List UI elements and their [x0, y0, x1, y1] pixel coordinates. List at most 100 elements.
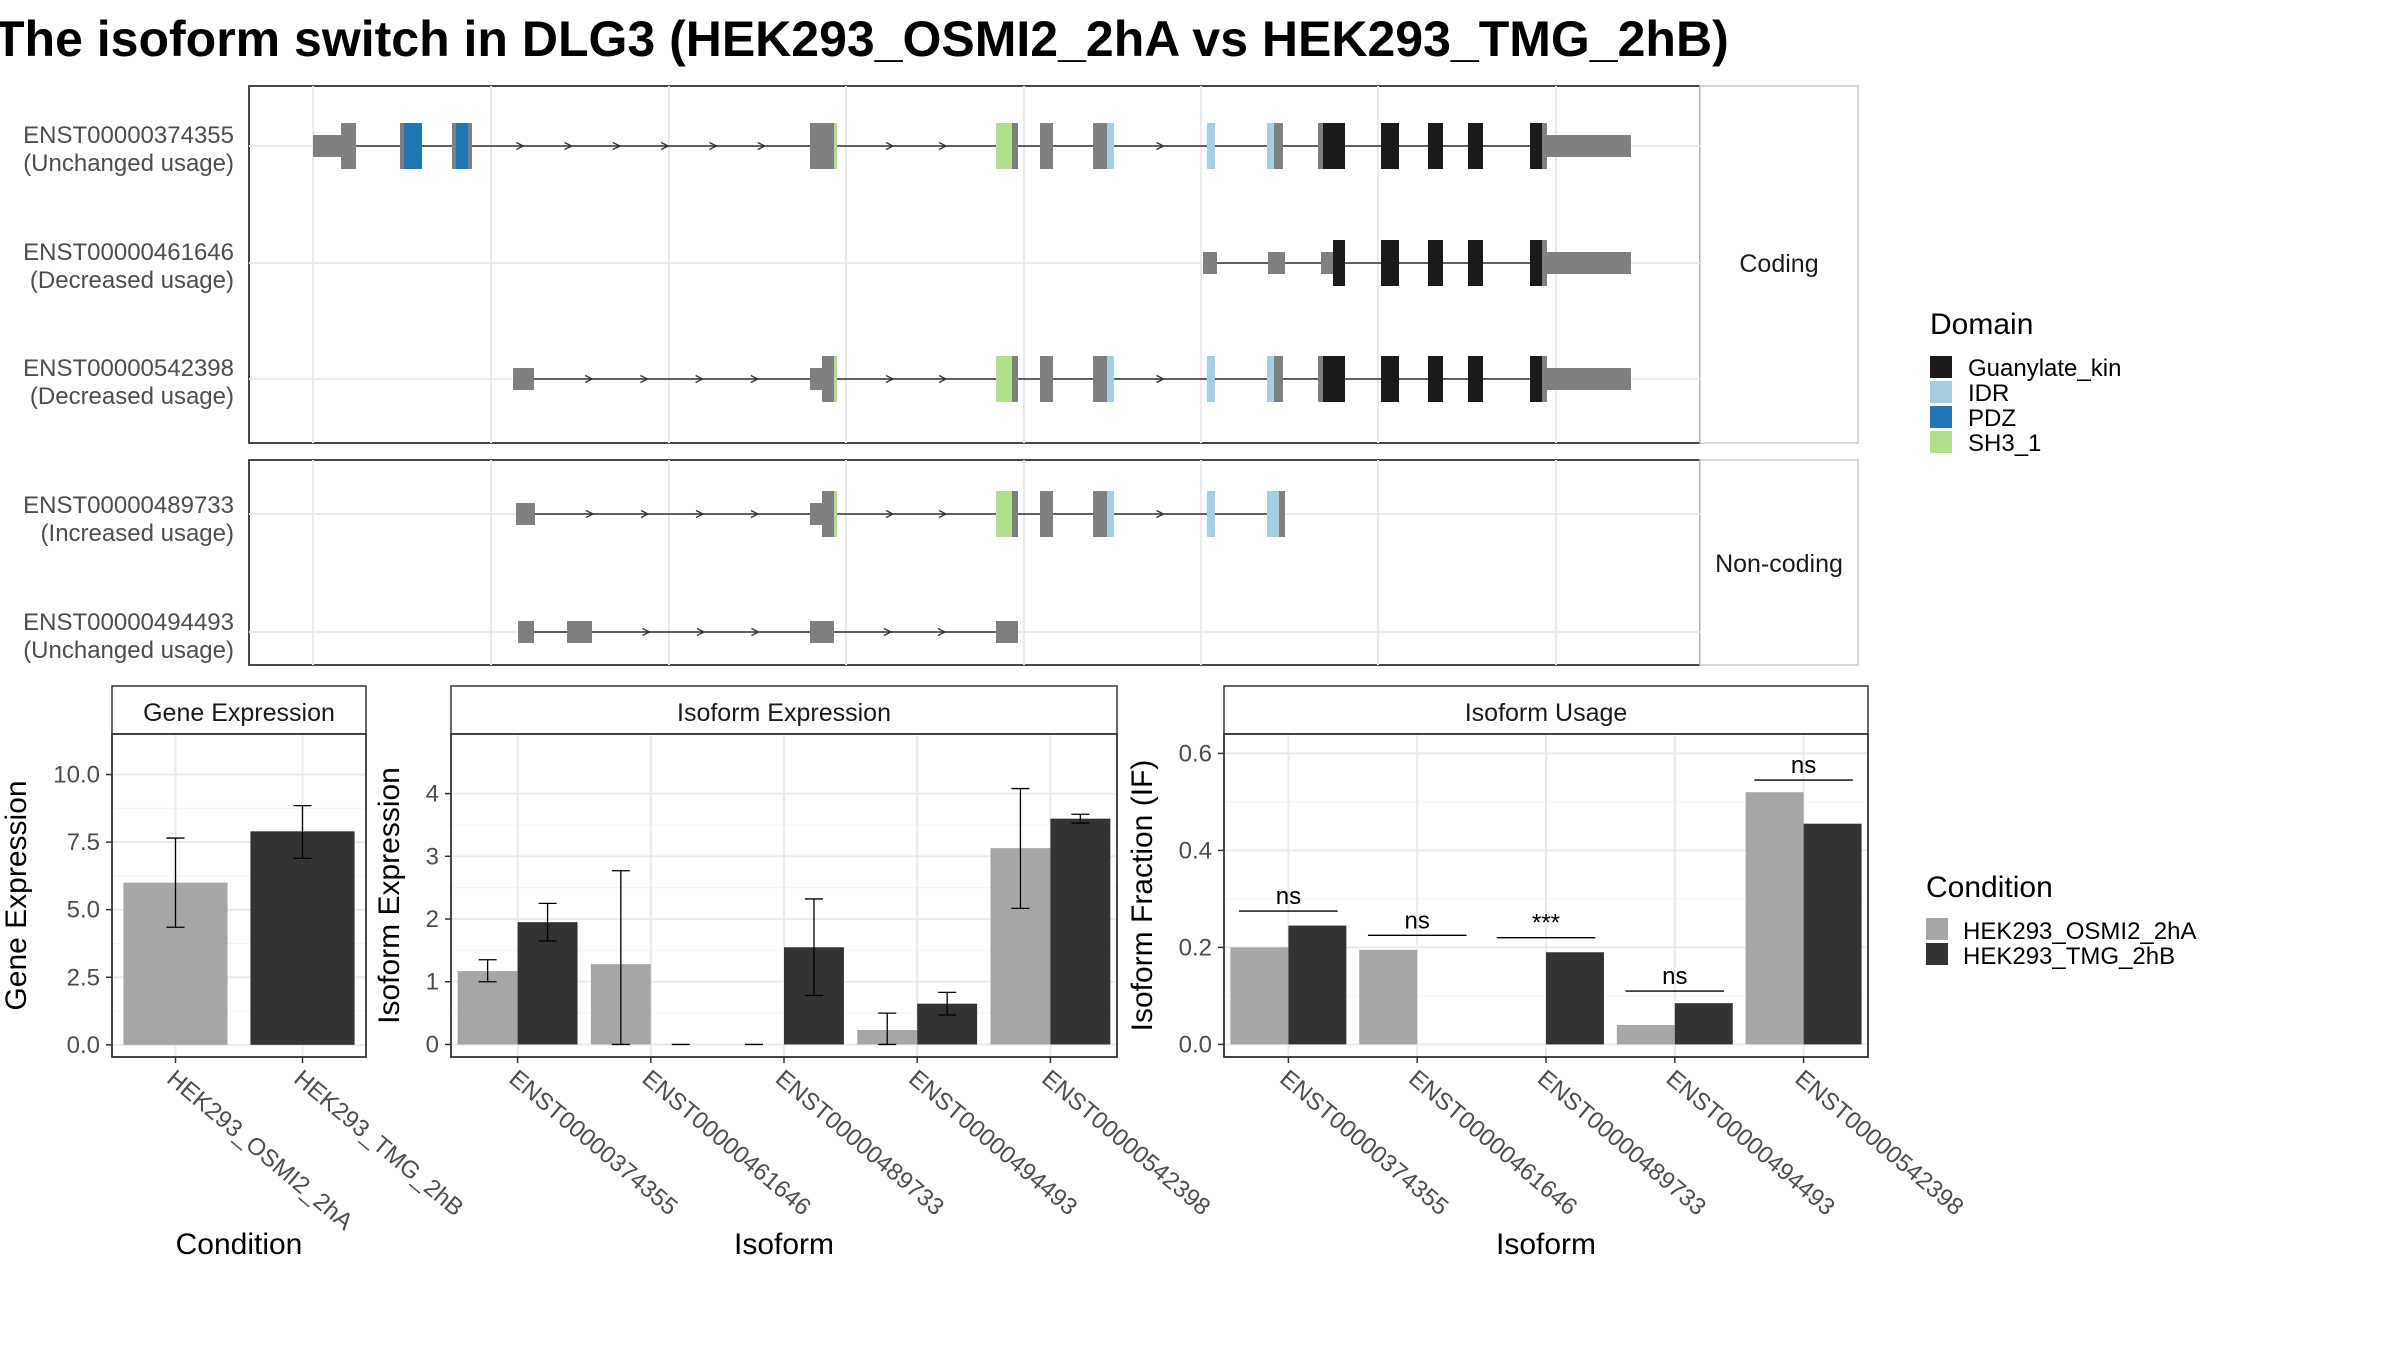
legend-key-idr: [1930, 381, 1952, 403]
exon-idr-region: [1267, 356, 1274, 402]
noncoding-facet-strip: [1699, 459, 1859, 666]
domain-legend: Domain Guanylate_kin IDR PDZ SH3_1: [1930, 308, 2121, 457]
y-tick-label: 0.6: [1179, 740, 1212, 767]
panel-strip: [450, 685, 1118, 735]
bar: [1288, 925, 1347, 1045]
intron-arrow: [515, 141, 525, 151]
exon-pdz-domain: [404, 123, 422, 169]
exon: [1542, 123, 1547, 169]
exon: [1321, 252, 1333, 274]
exon: [1093, 356, 1107, 402]
exon-guanylate-kin-domain: [1381, 123, 1399, 169]
exon: [1547, 252, 1631, 274]
isoform-label-1: ENST00000374355: [23, 122, 234, 149]
exon: [1279, 491, 1285, 537]
condition-legend-title: Condition: [1926, 871, 2053, 904]
y-tick-label: 2.5: [67, 964, 100, 991]
exon-guanylate-kin-domain: [1530, 356, 1542, 402]
intron-arrow: [709, 141, 718, 151]
isoform-usage-5: (Unchanged usage): [23, 637, 234, 664]
exon-guanylate-kin-domain: [1323, 356, 1345, 402]
panel-strip: [111, 685, 367, 735]
significance-label: ns: [1791, 752, 1816, 779]
exon: [1040, 491, 1053, 537]
exon: [810, 368, 822, 390]
y-tick-label: 2: [426, 906, 439, 933]
legend-key-tmg: [1926, 943, 1948, 965]
legend-label-sh3: SH3_1: [1968, 430, 2041, 457]
legend-key-guanylate-kin: [1930, 356, 1952, 378]
exon: [822, 491, 834, 537]
domain-legend-title: Domain: [1930, 308, 2033, 341]
isoform-label-2: ENST00000461646: [23, 239, 234, 266]
exon: [1318, 356, 1323, 402]
intron-arrow: [885, 509, 895, 519]
exon: [1093, 491, 1107, 537]
y-axis-title: Gene Expression: [0, 780, 33, 1010]
exon-idr-region: [1107, 491, 1114, 537]
y-tick-label: 0: [426, 1031, 439, 1058]
exon-guanylate-kin-domain: [1381, 240, 1399, 286]
intron-arrow: [564, 141, 574, 151]
intron-arrow: [883, 627, 893, 637]
y-tick-label: 7.5: [67, 829, 100, 856]
transcript-tracks: [313, 123, 1631, 643]
exon: [810, 123, 834, 169]
exon-guanylate-kin-domain: [1333, 240, 1345, 286]
intron-arrow: [938, 141, 948, 151]
intron-arrow: [695, 509, 705, 519]
exon: [1547, 135, 1631, 157]
bar: [517, 922, 578, 1045]
exon-idr-region: [1107, 356, 1114, 402]
exon: [1274, 356, 1283, 402]
exon-idr-region: [1207, 491, 1215, 537]
isoform-label-5: ENST00000494493: [23, 609, 234, 636]
significance-label: ***: [1532, 910, 1560, 937]
bar: [1359, 949, 1418, 1045]
y-tick-label: 3: [426, 843, 439, 870]
y-tick-label: 10.0: [53, 762, 100, 789]
y-tick-label: 0.4: [1179, 837, 1212, 864]
exon-idr-region: [1267, 491, 1279, 537]
y-tick-label: 0.0: [67, 1032, 100, 1059]
exon: [1542, 240, 1547, 286]
exon: [1268, 252, 1285, 274]
exon-guanylate-kin-domain: [1468, 240, 1483, 286]
facet-label-noncoding: Non-coding: [1715, 550, 1843, 578]
exon-sh3-domain: [834, 491, 837, 537]
exon-pdz-domain: [456, 123, 468, 169]
legend-label-tmg: HEK293_TMG_2hB: [1963, 943, 2175, 970]
exon: [1012, 356, 1018, 402]
significance-label: ns: [1276, 883, 1301, 910]
exon: [1040, 123, 1053, 169]
noncoding-facet-panel: [248, 459, 1701, 666]
exon-guanylate-kin-domain: [1468, 123, 1483, 169]
exon: [1203, 252, 1217, 274]
intron-arrow: [1156, 374, 1165, 384]
legend-label-osmi2: HEK293_OSMI2_2hA: [1963, 918, 2196, 945]
y-tick-label: 4: [426, 781, 439, 808]
intron-arrow: [1156, 509, 1165, 519]
exon: [513, 368, 534, 390]
exon-guanylate-kin-domain: [1468, 356, 1483, 402]
isoform-label-4: ENST00000489733: [23, 492, 234, 519]
intron-arrow: [750, 509, 760, 519]
y-axis-title: Isoform Expression: [373, 767, 406, 1024]
intron-arrow: [885, 374, 895, 384]
exon: [1012, 123, 1018, 169]
legend-label-idr: IDR: [1968, 380, 2009, 407]
intron-arrow: [585, 509, 595, 519]
exon-guanylate-kin-domain: [1428, 356, 1443, 402]
isoform-expression-chart: Isoform Expression01234ENST00000374355EN…: [373, 685, 1215, 1261]
y-tick-label: 1: [426, 969, 439, 996]
y-tick-label: 5.0: [67, 897, 100, 924]
bar: [1745, 792, 1804, 1045]
bar: [1050, 818, 1111, 1045]
structure-panel: Coding Non-coding ENST00000374355 (Uncha…: [23, 85, 1859, 666]
bar: [457, 971, 518, 1045]
isoform-usage-2: (Decreased usage): [30, 267, 234, 294]
intron-arrow: [938, 509, 948, 519]
exon-sh3-domain: [996, 123, 1012, 169]
